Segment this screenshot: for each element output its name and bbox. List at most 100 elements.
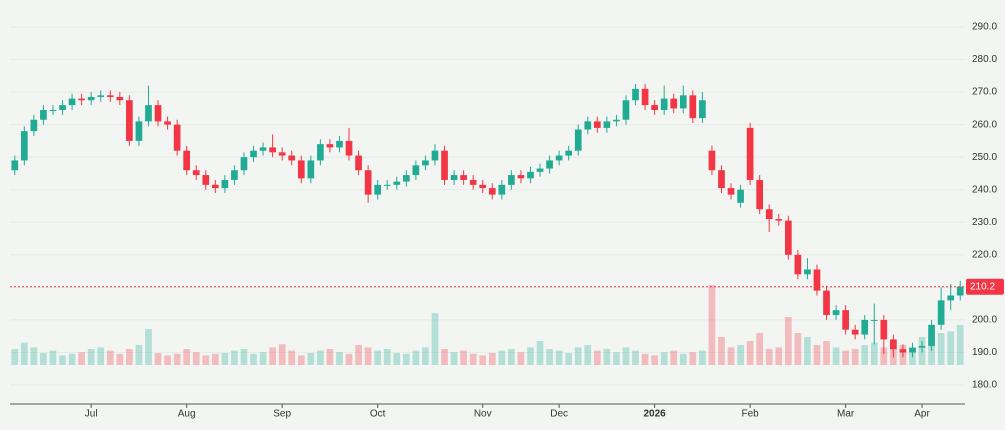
candle-body bbox=[326, 144, 334, 148]
volume-bar bbox=[317, 350, 324, 365]
volume-bar bbox=[880, 347, 888, 365]
candle-body bbox=[297, 160, 305, 179]
volume-bar bbox=[269, 347, 276, 365]
volume-bar bbox=[183, 349, 191, 365]
volume-bar bbox=[135, 345, 143, 365]
volume-bar bbox=[947, 331, 955, 365]
candle-body bbox=[842, 310, 849, 330]
candle-body bbox=[479, 184, 487, 189]
candle-body bbox=[641, 88, 649, 106]
volume-bar bbox=[106, 350, 114, 365]
x-tick-label: Mar bbox=[837, 409, 855, 420]
volume-bar bbox=[756, 333, 764, 365]
volume-bar bbox=[527, 347, 534, 365]
candle-body bbox=[527, 171, 534, 179]
volume-bar bbox=[78, 352, 85, 365]
candle-body bbox=[718, 170, 725, 189]
candle-body bbox=[87, 96, 95, 101]
volume-bar bbox=[30, 347, 38, 365]
x-tick-label: Oct bbox=[370, 409, 386, 420]
candle-body bbox=[699, 100, 706, 119]
volume-bar bbox=[250, 353, 257, 365]
y-tick-label: 280.0 bbox=[972, 54, 997, 65]
volume-bar bbox=[49, 350, 57, 365]
volume-bar bbox=[613, 352, 620, 365]
volume-bar bbox=[508, 349, 515, 365]
candle-body bbox=[899, 349, 907, 353]
candle-body bbox=[469, 179, 477, 185]
candle-body bbox=[364, 170, 372, 195]
candle-body bbox=[565, 150, 573, 156]
candle-body bbox=[823, 290, 830, 316]
volume-bar bbox=[460, 350, 467, 365]
x-tick-label: Sep bbox=[273, 409, 291, 420]
volume-bar bbox=[240, 349, 248, 365]
candle-body bbox=[49, 109, 57, 111]
candle-body bbox=[784, 220, 792, 255]
candle-body bbox=[211, 184, 219, 189]
volume-bar bbox=[116, 353, 124, 365]
candle-body bbox=[536, 168, 544, 172]
candle-body bbox=[126, 100, 133, 141]
candle-body bbox=[555, 155, 563, 161]
volume-bar bbox=[307, 353, 315, 365]
volume-bar bbox=[11, 349, 19, 365]
candle-body bbox=[660, 98, 668, 110]
volume-bar bbox=[565, 353, 573, 365]
x-tick-label: Apr bbox=[914, 409, 930, 420]
volume-bar bbox=[679, 353, 687, 365]
x-tick-label: Dec bbox=[550, 409, 568, 420]
volume-bar bbox=[699, 350, 706, 365]
volume-bar bbox=[622, 347, 630, 365]
candle-body bbox=[40, 109, 47, 120]
candle-body bbox=[851, 329, 859, 335]
x-tick-label: Nov bbox=[474, 409, 492, 420]
candle-body bbox=[231, 170, 238, 180]
candle-body bbox=[278, 152, 286, 156]
candle-body bbox=[192, 170, 200, 176]
candle-body bbox=[345, 140, 353, 156]
volume-bar bbox=[422, 347, 429, 365]
y-tick-label: 220.0 bbox=[972, 249, 997, 260]
candle-body bbox=[402, 175, 410, 182]
volume-bar bbox=[59, 355, 66, 365]
candle-body bbox=[765, 209, 773, 220]
volume-bar bbox=[632, 350, 639, 365]
candle-body bbox=[173, 124, 181, 151]
x-tick-label: Aug bbox=[178, 409, 196, 420]
candle-body bbox=[937, 300, 945, 325]
candle-body bbox=[240, 157, 248, 171]
volume-bar bbox=[593, 350, 601, 365]
candle-body bbox=[613, 119, 620, 122]
candle-body bbox=[488, 188, 496, 195]
volume-bar bbox=[364, 347, 372, 365]
candle-body bbox=[11, 160, 19, 171]
volume-bar bbox=[737, 345, 744, 365]
volume-bar bbox=[775, 347, 783, 365]
candle-body bbox=[670, 98, 678, 109]
volume-bar bbox=[450, 352, 458, 365]
candle-body bbox=[756, 179, 764, 210]
candle-body bbox=[880, 319, 888, 340]
candle-body bbox=[632, 88, 639, 101]
candle-body bbox=[383, 184, 391, 186]
candle-body bbox=[679, 95, 687, 109]
candle-body bbox=[374, 184, 382, 195]
volume-bar bbox=[488, 353, 496, 365]
x-tick-label: Feb bbox=[742, 409, 760, 420]
candle-body bbox=[813, 269, 821, 291]
volume-bar bbox=[154, 353, 162, 365]
candle-body bbox=[20, 131, 28, 161]
candle-body bbox=[106, 95, 114, 97]
candle-body bbox=[441, 150, 448, 180]
candle-body bbox=[412, 165, 420, 176]
volume-bar bbox=[536, 341, 544, 365]
volume-bar bbox=[431, 313, 439, 365]
candle-body bbox=[307, 160, 315, 179]
candle-body bbox=[116, 96, 124, 101]
volume-bar bbox=[708, 285, 716, 365]
candle-body bbox=[584, 121, 592, 130]
candle-body bbox=[832, 310, 840, 316]
candle-body bbox=[574, 129, 582, 151]
